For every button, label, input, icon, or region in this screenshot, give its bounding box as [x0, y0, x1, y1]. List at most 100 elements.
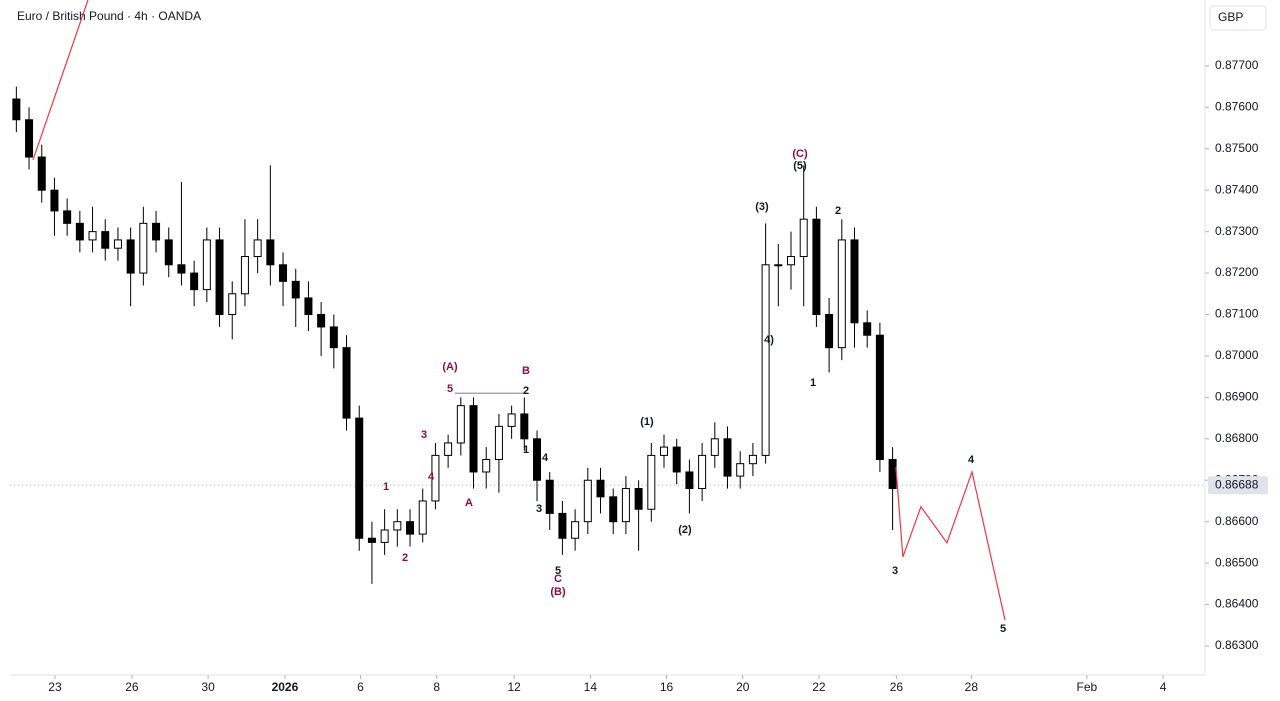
x-tick-label: Feb: [1077, 680, 1098, 694]
candle-body: [863, 322, 872, 336]
candle-body: [825, 314, 834, 349]
candle-body: [837, 239, 846, 349]
candle-body: [634, 488, 643, 510]
x-tick-label: 30: [201, 680, 215, 694]
candle-body: [202, 239, 211, 291]
wave-label: (2): [678, 524, 692, 536]
wave-label: 1: [523, 444, 529, 456]
y-tick-label: 0.87500: [1215, 141, 1259, 155]
candle-body: [596, 479, 605, 498]
candle-body: [748, 454, 757, 465]
currency-box[interactable]: [1209, 5, 1267, 31]
candle-body: [75, 222, 84, 241]
candle-body: [215, 239, 224, 316]
candle-body: [418, 500, 427, 535]
last-price-box: [1208, 476, 1268, 495]
drawing-line: [895, 466, 1006, 621]
wave-label: (C): [792, 148, 808, 160]
wave-label: 4: [968, 454, 975, 466]
candle-body: [660, 446, 669, 456]
x-tick-label: 20: [736, 680, 750, 694]
candle-body: [12, 98, 21, 121]
candle-body: [469, 405, 478, 473]
candle-body: [444, 442, 453, 456]
y-tick-label: 0.87100: [1215, 307, 1259, 321]
candle-body: [533, 438, 542, 481]
candle-body: [494, 425, 503, 461]
candle-body: [456, 405, 465, 444]
candle-body: [609, 496, 618, 523]
y-tick-label: 0.86600: [1215, 514, 1259, 528]
candle-body: [329, 326, 338, 349]
candle-body: [164, 239, 173, 266]
x-tick-label: 28: [965, 680, 979, 694]
candle-body: [393, 521, 402, 531]
candle-body: [177, 264, 186, 274]
y-tick-label: 0.86800: [1215, 431, 1259, 445]
wave-label: C: [554, 573, 562, 585]
wave-label: 2: [523, 385, 529, 397]
candle-body: [291, 280, 300, 299]
symbol-title: Euro / British Pound · 4h · OANDA: [17, 9, 201, 23]
candle-body: [736, 463, 745, 477]
candle-body: [647, 454, 656, 510]
currency[interactable]: GBP: [1218, 10, 1243, 24]
wave-label: 5: [555, 565, 561, 577]
y-tick-label: 0.87600: [1215, 99, 1259, 113]
wave-label: 5: [1000, 623, 1006, 635]
x-tick-label: 6: [357, 680, 364, 694]
candle-body: [190, 272, 199, 291]
wave-label: 1: [383, 481, 389, 493]
wave-label: 2: [402, 552, 408, 564]
candle-body: [558, 512, 567, 539]
candle-body: [63, 210, 72, 224]
candle-body: [507, 413, 516, 427]
wave-label: 3: [421, 429, 427, 441]
x-tick-label: 26: [890, 680, 904, 694]
wave-label: 1: [810, 377, 816, 389]
candle-body: [139, 222, 148, 274]
candle-body: [88, 231, 97, 241]
candle-body: [520, 413, 529, 440]
y-tick-label: 0.86500: [1215, 555, 1259, 569]
candle-body: [621, 488, 630, 523]
wave-label: 4): [764, 334, 774, 346]
y-tick-label: 0.87400: [1215, 182, 1259, 196]
wave-label: B: [522, 365, 530, 377]
candle-body: [342, 347, 351, 419]
candle-body: [799, 218, 808, 257]
x-tick-label: 4: [1160, 680, 1167, 694]
wave-label: (B): [550, 586, 566, 598]
candle-body: [126, 239, 135, 274]
y-tick-label: 0.86900: [1215, 390, 1259, 404]
candle-body: [774, 264, 783, 267]
candle-body: [431, 454, 440, 502]
y-tick-label: 0.87000: [1215, 348, 1259, 362]
candle-body: [685, 471, 694, 490]
candle-body: [723, 438, 732, 477]
candle-body: [888, 459, 897, 490]
candle-body: [672, 446, 681, 473]
candle-body: [380, 529, 389, 543]
candle-body: [875, 334, 884, 461]
wave-label: (3): [755, 201, 769, 213]
candle-body: [545, 479, 554, 514]
candle-body: [266, 239, 275, 266]
candle-body: [571, 521, 580, 539]
candle-body: [355, 417, 364, 539]
x-tick-label: 26: [125, 680, 139, 694]
candle-body: [304, 297, 313, 316]
candle-body: [101, 231, 110, 249]
candle-body: [317, 314, 326, 328]
wave-label: 4: [542, 452, 549, 464]
candle-body: [710, 438, 719, 456]
candle-body: [152, 222, 161, 241]
wave-label: (1): [640, 416, 654, 428]
candle-body: [787, 255, 796, 266]
y-tick-label: 0.87200: [1215, 265, 1259, 279]
y-tick-label: 0.87700: [1215, 58, 1259, 72]
x-tick-label: 23: [48, 680, 62, 694]
x-tick-label: 12: [507, 680, 521, 694]
candle-body: [812, 218, 821, 316]
